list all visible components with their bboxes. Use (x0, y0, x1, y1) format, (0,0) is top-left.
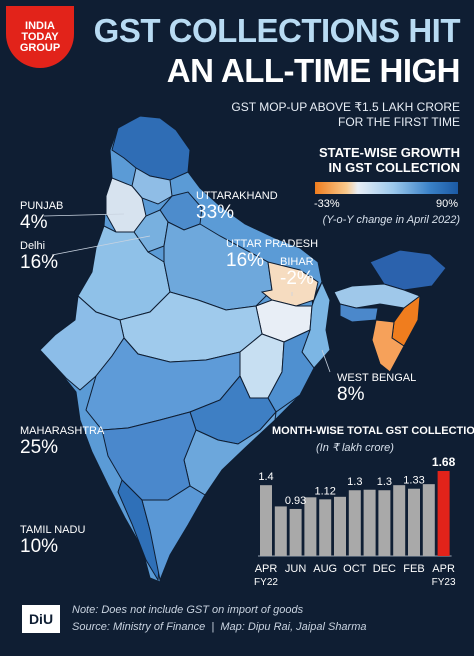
legend-max: 90% (435, 198, 458, 210)
state-name-delhi: Delhi (20, 240, 46, 252)
subtitle: GST MOP-UP ABOVE ₹1.5 LAKH CRORE FOR THE… (200, 100, 460, 130)
title-line1: GST COLLECTIONS HIT (93, 12, 461, 49)
footer-note: Note: Does not include GST on import of … (72, 604, 304, 616)
state-label-delhi: Delhi 16% (20, 240, 58, 274)
state-value-uttarakhand: 33% (196, 202, 235, 223)
footer-credits: Source: Ministry of Finance | Map: Dipu … (72, 621, 367, 633)
map-region-karnataka (101, 411, 197, 501)
state-value-uttar-pradesh: 16% (226, 250, 265, 271)
state-name-punjab: PUNJAB (20, 200, 64, 212)
leader-delhi (51, 235, 151, 256)
footer-separator: | (208, 621, 221, 633)
state-label-west-bengal: WEST BENGAL 8% (337, 372, 416, 406)
chart-subtitle: (In ₹ lakh crore) (316, 442, 394, 454)
state-label-maharashtra: MAHARASHTRA 25% (20, 425, 104, 459)
legend-title-line1: STATE-WISE GROWTH (318, 145, 460, 160)
logo-line2: TODAY (21, 30, 59, 43)
state-name-bihar: BIHAR (280, 256, 314, 268)
state-value-maharashtra: 25% (20, 437, 59, 458)
state-name-maharashtra: MAHARASHTRA (20, 425, 105, 437)
map-region-west-bengal (301, 280, 331, 369)
state-label-punjab: PUNJAB 4% (20, 200, 63, 234)
state-value-bihar: -2% (280, 268, 314, 289)
state-name-tamil-nadu: TAMIL NADU (20, 524, 86, 536)
state-name-west-bengal: WEST BENGAL (337, 372, 417, 384)
leader-west-bengal (321, 349, 331, 373)
state-value-tamil-nadu: 10% (20, 536, 59, 557)
state-label-uttar-pradesh: UTTAR PRADESH 16% (226, 238, 318, 272)
india-today-logo: INDIA TODAY GROUP (6, 6, 74, 68)
subtitle-line1: GST MOP-UP ABOVE ₹1.5 LAKH CRORE (231, 100, 460, 114)
leader-punjab (43, 213, 125, 217)
legend-note: (Y-o-Y change in April 2022) (322, 214, 460, 226)
map-region-north (111, 115, 191, 181)
legend-title: STATE-WISE GROWTH IN GST COLLECTION (260, 145, 460, 175)
map-region-mizoram-tripura (371, 319, 405, 373)
logo-line1: INDIA (25, 19, 55, 32)
state-label-bihar: BIHAR -2% (280, 256, 314, 290)
state-value-delhi: 16% (20, 252, 59, 273)
state-name-uttarakhand: UTTARAKHAND (196, 190, 278, 202)
footer-source: Source: Ministry of Finance (72, 621, 206, 633)
subtitle-line2: FOR THE FIRST TIME (337, 115, 460, 129)
state-value-west-bengal: 8% (337, 384, 365, 405)
legend-color-scale (315, 182, 458, 194)
state-label-uttarakhand: UTTARAKHAND 33% (196, 190, 278, 224)
logo-line3: GROUP (19, 41, 61, 54)
state-name-uttar-pradesh: UTTAR PRADESH (226, 238, 319, 250)
legend-min: -33% (314, 198, 340, 210)
map-region-tamil-nadu (141, 485, 206, 582)
chart-title: MONTH-WISE TOTAL GST COLLECTION (272, 425, 474, 437)
footer-credit: Map: Dipu Rai, Jaipal Sharma (220, 621, 367, 633)
diu-logo: DiU (22, 605, 60, 633)
state-label-tamil-nadu: TAMIL NADU 10% (20, 524, 85, 558)
legend-title-line2: IN GST COLLECTION (328, 160, 460, 175)
map-region-odisha (267, 329, 315, 413)
title-line2: AN ALL-TIME HIGH (166, 52, 461, 89)
state-value-punjab: 4% (20, 212, 48, 233)
